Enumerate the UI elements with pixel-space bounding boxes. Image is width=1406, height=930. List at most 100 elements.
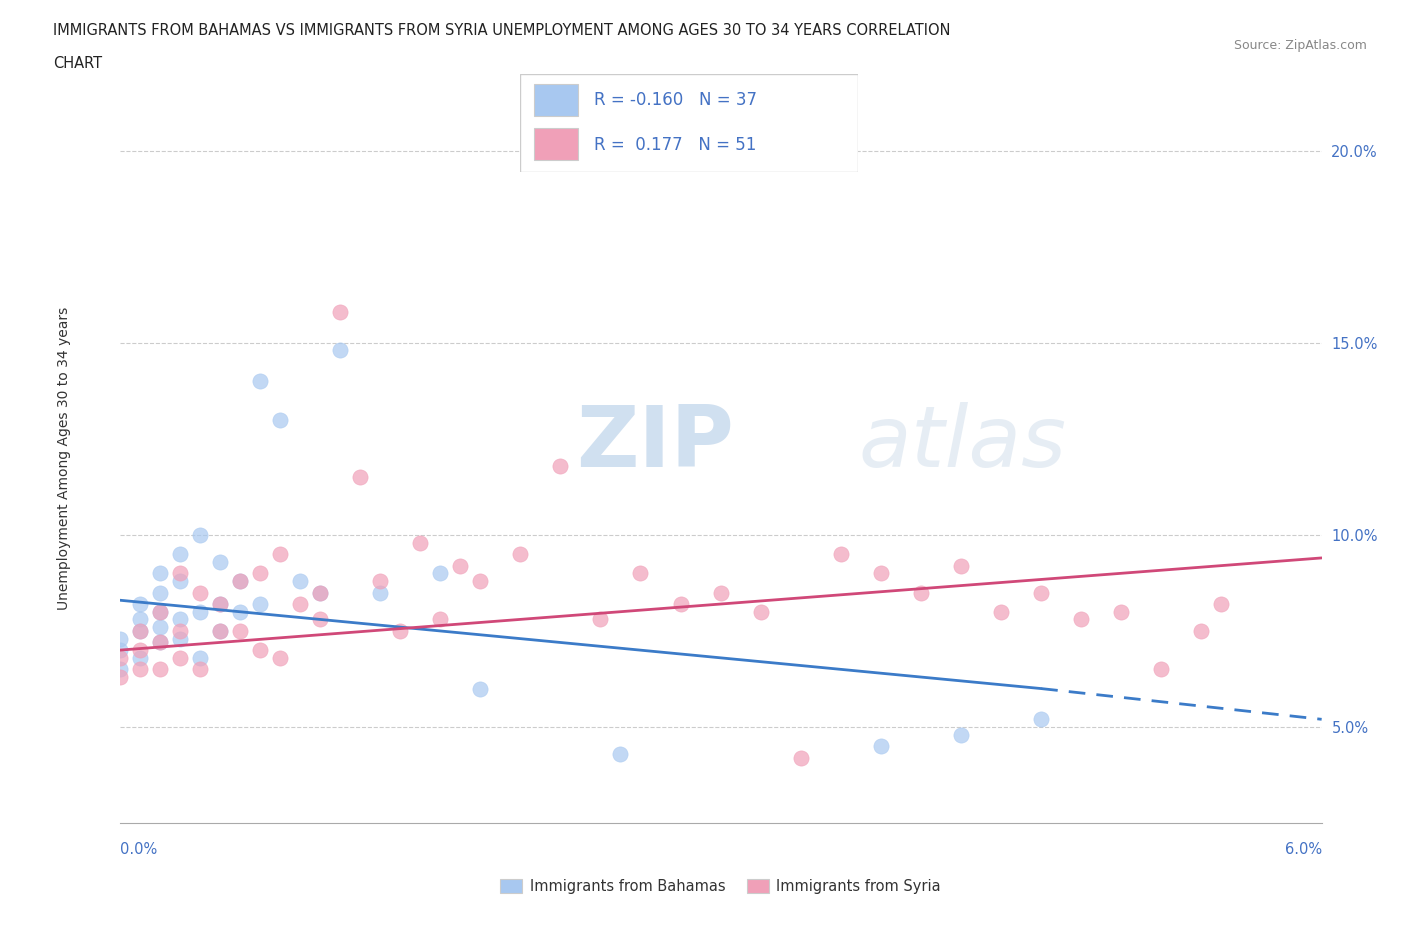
Point [249, 374, 271, 389]
Point [128, 650, 150, 665]
Point [749, 604, 772, 619]
Point [669, 597, 692, 612]
Point [709, 585, 731, 600]
Text: R = -0.160   N = 37: R = -0.160 N = 37 [595, 91, 758, 109]
Point [149, 604, 172, 619]
Point [128, 662, 150, 677]
Point [609, 747, 631, 762]
Point [1189, 623, 1212, 638]
Point [188, 650, 211, 665]
Text: Source: ZipAtlas.com: Source: ZipAtlas.com [1233, 39, 1367, 52]
Point [149, 565, 172, 580]
Point [630, 565, 652, 580]
Point [228, 604, 252, 619]
FancyBboxPatch shape [520, 74, 858, 172]
Point [548, 458, 571, 473]
Point [149, 662, 172, 677]
Point [128, 612, 150, 627]
Point [149, 619, 172, 634]
Point [990, 604, 1012, 619]
Point [409, 535, 432, 550]
FancyBboxPatch shape [534, 128, 578, 160]
Point [208, 597, 231, 612]
Point [128, 623, 150, 638]
Point [589, 612, 612, 627]
Point [429, 565, 451, 580]
Point [149, 635, 172, 650]
Point [149, 585, 172, 600]
Point [368, 574, 391, 589]
FancyBboxPatch shape [534, 85, 578, 116]
Point [108, 643, 131, 658]
Point [208, 623, 231, 638]
Legend: Immigrants from Bahamas, Immigrants from Syria: Immigrants from Bahamas, Immigrants from… [495, 873, 946, 899]
Point [208, 554, 231, 569]
Point [309, 585, 332, 600]
Point [208, 597, 231, 612]
Point [388, 623, 412, 638]
Point [1211, 597, 1233, 612]
Point [169, 631, 191, 646]
Point [1070, 612, 1092, 627]
Point [169, 574, 191, 589]
Point [288, 597, 311, 612]
Text: atlas: atlas [859, 402, 1067, 485]
Text: CHART: CHART [53, 56, 103, 71]
Text: IMMIGRANTS FROM BAHAMAS VS IMMIGRANTS FROM SYRIA UNEMPLOYMENT AMONG AGES 30 TO 3: IMMIGRANTS FROM BAHAMAS VS IMMIGRANTS FR… [53, 23, 950, 38]
Point [309, 612, 332, 627]
Point [449, 558, 471, 573]
Point [208, 623, 231, 638]
Point [509, 547, 531, 562]
Point [128, 597, 150, 612]
Point [950, 558, 973, 573]
Point [950, 727, 973, 742]
Point [228, 623, 252, 638]
Point [309, 585, 332, 600]
Text: ZIP: ZIP [576, 402, 734, 485]
Point [108, 650, 131, 665]
Point [108, 670, 131, 684]
Point [149, 635, 172, 650]
Point [249, 597, 271, 612]
Point [128, 643, 150, 658]
Point [188, 527, 211, 542]
Point [288, 574, 311, 589]
Point [188, 604, 211, 619]
Point [108, 662, 131, 677]
Point [468, 574, 492, 589]
Point [269, 412, 291, 427]
Point [790, 751, 813, 765]
Point [169, 547, 191, 562]
Point [329, 305, 352, 320]
Y-axis label: Unemployment Among Ages 30 to 34 years: Unemployment Among Ages 30 to 34 years [56, 306, 70, 610]
Point [1111, 604, 1133, 619]
Point [1029, 711, 1052, 726]
Point [269, 650, 291, 665]
Point [1150, 662, 1173, 677]
Text: 6.0%: 6.0% [1285, 842, 1322, 857]
Text: 0.0%: 0.0% [120, 842, 156, 857]
Point [188, 585, 211, 600]
Point [1029, 585, 1052, 600]
Point [368, 585, 391, 600]
Point [269, 547, 291, 562]
Point [349, 470, 371, 485]
Text: R =  0.177   N = 51: R = 0.177 N = 51 [595, 136, 756, 153]
Point [429, 612, 451, 627]
Point [830, 547, 852, 562]
Point [249, 565, 271, 580]
Point [228, 574, 252, 589]
Point [910, 585, 932, 600]
Point [329, 343, 352, 358]
Point [128, 623, 150, 638]
Point [188, 662, 211, 677]
Point [169, 612, 191, 627]
Point [169, 565, 191, 580]
Point [228, 574, 252, 589]
Point [149, 604, 172, 619]
Point [169, 650, 191, 665]
Point [869, 565, 891, 580]
Point [468, 681, 492, 696]
Point [108, 631, 131, 646]
Point [169, 623, 191, 638]
